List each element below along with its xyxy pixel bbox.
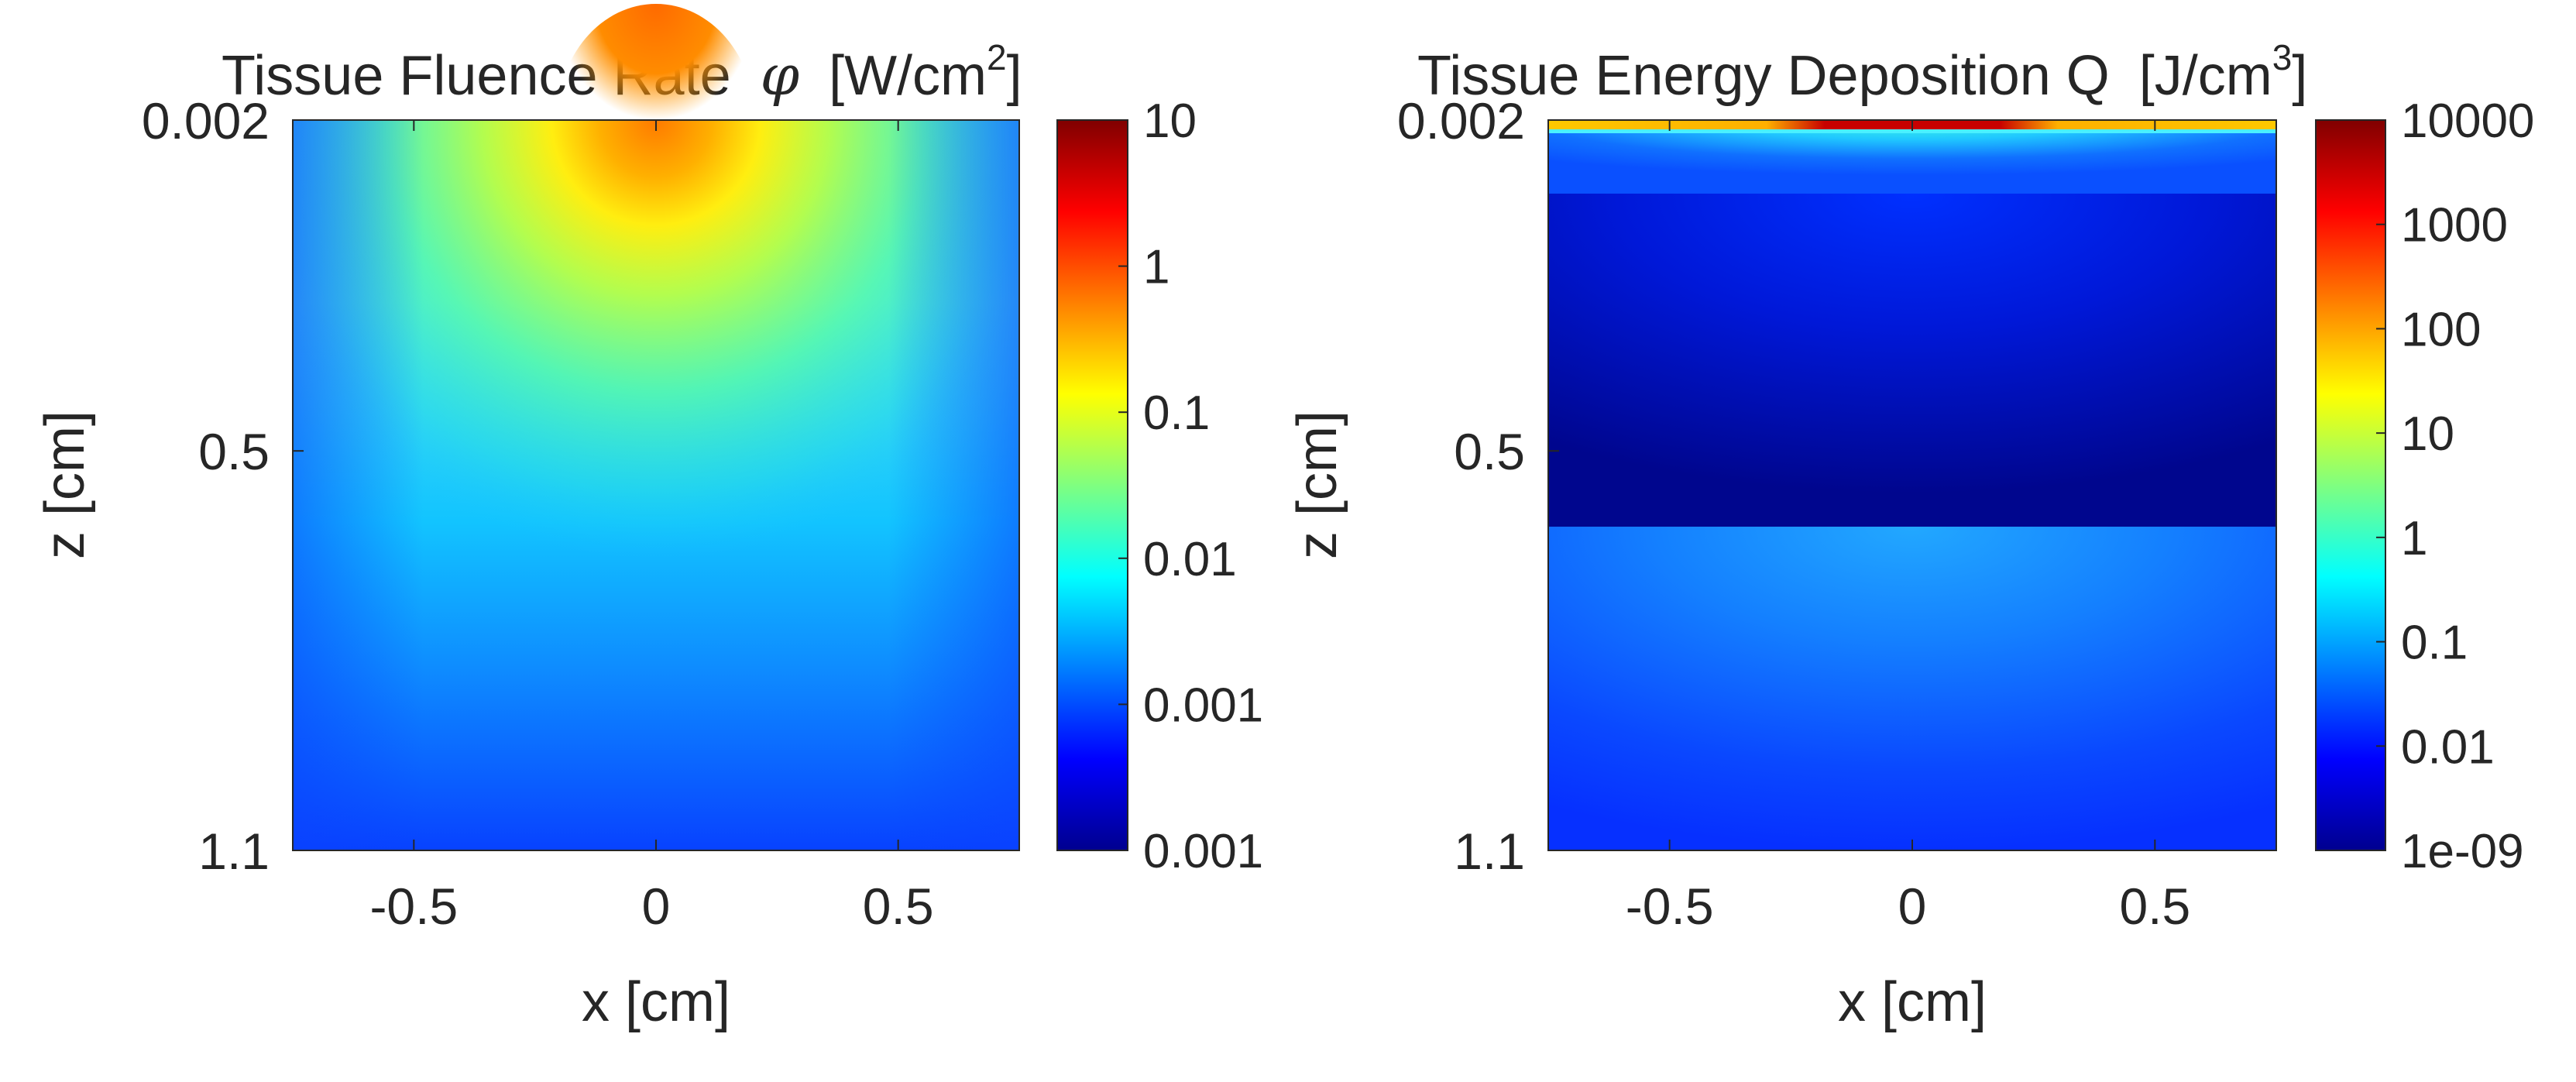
colorbar-ticks: 10000 1000 100 10 1 0.1 0.01 1e-09 [2376, 94, 2534, 878]
x-axis-label: x [cm] [582, 971, 730, 1033]
colorbar-tick-label: 0.1 [1143, 386, 1210, 440]
colorbar-ticks: 10 1 0.1 0.01 0.001 0.001 [1118, 94, 1263, 878]
y-axis-label: z [cm] [34, 410, 96, 559]
x-tick-label: 0.5 [863, 878, 934, 935]
fluence-rate-panel: Tissue Fluence Rate φ [W/cm2] -0.5 0 0.5 0… [34, 4, 1263, 1033]
title-unit-sup: 2 [987, 37, 1007, 77]
title-text: Tissue Energy Deposition Q [1417, 45, 2110, 107]
layer-subcutis [1548, 527, 2276, 850]
y-axis-ticks: 0.002 0.5 1.1 [142, 92, 304, 880]
heatmap-plot-area [1547, 119, 2277, 851]
y-axis-label: z [cm] [1286, 410, 1348, 559]
title-symbol: φ [761, 43, 800, 108]
layer-dermis [1548, 194, 2276, 527]
x-axis-ticks: -0.5 0 0.5 [1626, 120, 2190, 935]
colorbar-tick-label: 0.001 [1143, 678, 1263, 732]
x-tick-label: 0 [642, 878, 671, 935]
colorbar-tick-label: 0.001 [1143, 825, 1263, 878]
colorbar [1056, 119, 1128, 851]
y-axis-ticks: 0.002 0.5 1.1 [1397, 92, 1559, 880]
y-tick-label: 1.1 [198, 823, 270, 880]
colorbar-tick-label: 1e-09 [2401, 825, 2524, 878]
y-tick-label: 0.002 [1397, 92, 1525, 149]
colorbar-tick-label: 1 [2401, 512, 2427, 565]
title-unit: [W/cm [829, 45, 987, 107]
chart-title: Tissue Energy Deposition Q [J/cm3] [1417, 37, 2307, 107]
y-tick-label: 0.002 [142, 92, 270, 149]
y-tick-label: 1.1 [1454, 823, 1525, 880]
x-tick-label: 0 [1898, 878, 1927, 935]
y-tick-label: 0.5 [1454, 423, 1525, 480]
colorbar-tick-label: 10000 [2401, 94, 2534, 148]
title-unit-close: ] [1007, 45, 1022, 107]
colorbar-tick-label: 10 [2401, 407, 2454, 461]
colorbar-tick-label: 1 [1143, 241, 1170, 294]
colorbar-tick-label: 0.01 [1143, 533, 1237, 586]
x-tick-label: -0.5 [1626, 878, 1714, 935]
title-unit-close: ] [2292, 45, 2307, 107]
colorbar-tick-label: 0.1 [2401, 617, 2468, 670]
colorbar-tick-label: 100 [2401, 303, 2481, 356]
title-unit: [J/cm [2139, 45, 2272, 107]
colorbar-tick-label: 1000 [2401, 199, 2508, 252]
x-axis-ticks: -0.5 0 0.5 [369, 120, 934, 935]
x-axis-label: x [cm] [1838, 971, 1987, 1033]
y-tick-label: 0.5 [198, 423, 270, 480]
title-unit-sup: 3 [2272, 37, 2293, 77]
x-tick-label: -0.5 [369, 878, 458, 935]
x-tick-label: 0.5 [2119, 878, 2190, 935]
colorbar-tick-label: 0.01 [2401, 720, 2495, 774]
colorbar-tick-label: 10 [1143, 94, 1197, 148]
colorbar [2315, 119, 2386, 851]
energy-deposition-panel: Tissue Energy Deposition Q [J/cm3] -0.5 0… [1286, 37, 2534, 1033]
